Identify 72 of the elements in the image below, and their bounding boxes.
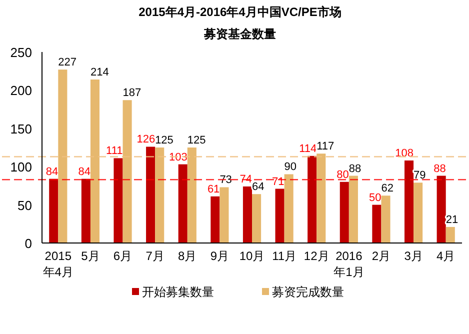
- x-tick-label: 10月: [239, 249, 265, 263]
- y-tick-label: 50: [18, 198, 32, 213]
- x-tick-label: 12月: [304, 249, 330, 263]
- bar: [49, 178, 58, 243]
- bar: [155, 148, 164, 243]
- y-tick-label: 250: [10, 45, 32, 60]
- data-label: 214: [90, 66, 109, 79]
- x-tick-label: 7月: [146, 249, 164, 263]
- bar: [436, 176, 446, 243]
- x-tick-label: 2015 年4月: [42, 249, 74, 279]
- data-label: 64: [252, 181, 264, 194]
- chart-title: 2015年4月-2016年4月中国VC/PE市场: [138, 5, 342, 19]
- data-label: 21: [446, 214, 458, 226]
- x-tick-label: 2016 年1月: [334, 249, 364, 279]
- bar: [242, 186, 252, 243]
- legend-label: 募资完成数量: [272, 285, 344, 299]
- bar: [90, 80, 100, 243]
- y-tick-label: 100: [10, 160, 32, 175]
- x-tick-label: 2月: [372, 249, 391, 263]
- data-label: 62: [381, 182, 394, 195]
- x-tick-label: 9月: [210, 249, 230, 263]
- data-label: 125: [187, 134, 206, 146]
- bar: [275, 188, 284, 243]
- bar: [284, 174, 294, 243]
- data-label: 125: [155, 134, 174, 146]
- bar: [210, 196, 220, 243]
- bar: [122, 100, 132, 243]
- data-label: 117: [316, 140, 334, 153]
- x-tick-label: 6月: [113, 249, 132, 263]
- data-label: 187: [122, 87, 142, 100]
- bar: [58, 70, 68, 243]
- data-label: 88: [348, 162, 362, 175]
- x-tick-label: 5月: [81, 249, 100, 263]
- data-label: 80: [336, 168, 349, 181]
- bar: [146, 146, 156, 243]
- y-tick-label: 200: [10, 83, 32, 98]
- data-label: 90: [284, 161, 297, 174]
- bar: [187, 148, 196, 243]
- bar: [372, 204, 382, 243]
- chart-subtitle: 募资基金数量: [203, 27, 276, 41]
- data-label: 50: [368, 192, 382, 204]
- data-label: 126: [136, 134, 156, 146]
- bar: [414, 182, 423, 243]
- data-label: 227: [58, 56, 77, 69]
- bar: [114, 158, 123, 243]
- bar: [381, 196, 390, 243]
- data-label: 84: [78, 166, 90, 178]
- bar: [340, 182, 349, 243]
- bar: [220, 187, 229, 243]
- x-tick-label: 4月: [436, 249, 456, 263]
- data-label: 79: [414, 170, 426, 182]
- x-tick-label: 3月: [404, 249, 423, 263]
- bar: [446, 226, 455, 243]
- bar: [348, 176, 358, 243]
- data-label: 84: [46, 166, 58, 178]
- data-label: 103: [169, 151, 188, 164]
- data-label: 114: [299, 142, 317, 155]
- bar: [404, 160, 414, 243]
- x-tick-label: 11月: [272, 249, 297, 263]
- bar: [252, 194, 262, 243]
- data-label: 108: [395, 147, 414, 160]
- bar: [316, 154, 326, 243]
- data-label: 61: [207, 183, 220, 196]
- data-label: 88: [434, 162, 446, 175]
- data-label: 111: [106, 145, 123, 158]
- y-tick-label: 0: [24, 236, 32, 251]
- legend-label: 开始募集数量: [142, 285, 214, 299]
- x-tick-label: 8月: [178, 249, 197, 263]
- y-tick-label: 150: [10, 121, 32, 136]
- bar: [178, 164, 188, 243]
- bar: [81, 178, 90, 243]
- bar: [308, 156, 317, 243]
